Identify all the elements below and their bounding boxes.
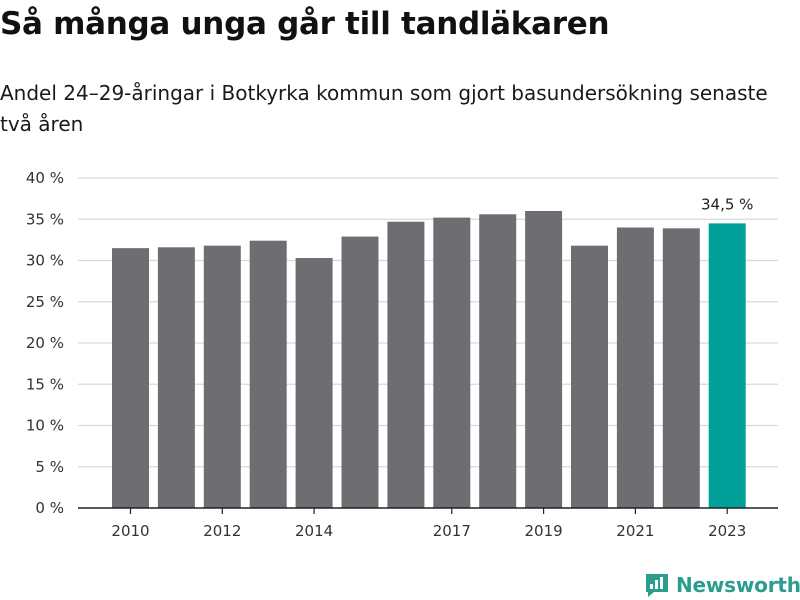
y-tick-label: 35 % [26, 210, 64, 228]
x-tick-label: 2019 [525, 522, 563, 540]
y-tick-label: 5 % [35, 458, 64, 476]
y-tick-label: 30 % [26, 252, 64, 270]
bar-2011 [157, 247, 195, 509]
bar-2019 [525, 211, 563, 508]
bar-2015 [341, 236, 379, 508]
bar-2022 [662, 228, 700, 508]
highlight-value-label: 34,5 % [701, 195, 753, 213]
x-tick-label: 2014 [295, 522, 333, 540]
x-tick-label: 2012 [203, 522, 241, 540]
x-tick-label: 2023 [708, 522, 746, 540]
y-tick-label: 20 % [26, 334, 64, 352]
logo-text: Newsworthy [676, 573, 800, 597]
y-tick-label: 40 % [26, 169, 64, 187]
x-tick-label: 2021 [616, 522, 654, 540]
chart-subtitle: Andel 24–29-åringar i Botkyrka kommun so… [0, 81, 768, 136]
bar-chart-icon [646, 574, 668, 597]
newsworthy-logo: Newsworthy [644, 570, 800, 600]
bar-2017 [433, 217, 471, 508]
bar-2012 [203, 245, 241, 508]
y-tick-label: 10 % [26, 417, 64, 435]
y-tick-label: 15 % [26, 375, 64, 393]
x-tick-label: 2010 [111, 522, 149, 540]
chart-title: Så många unga går till tandläkaren [0, 6, 610, 42]
bar-chart: 0 % 5 % 10 % 15 % 20 % 25 % 30 % 35 % 40 % 2010 2… [26, 169, 778, 540]
bar-2020 [571, 245, 608, 508]
bar-2016 [387, 221, 425, 508]
y-tick-label: 25 % [26, 293, 64, 311]
bar-2010 [112, 248, 149, 508]
bar-2014 [295, 258, 333, 508]
bar-2023 [708, 223, 746, 508]
bar-2018 [479, 214, 517, 509]
y-tick-label: 0 % [35, 499, 64, 517]
x-tick-label: 2017 [433, 522, 471, 540]
bar-2021 [616, 227, 654, 508]
bar-2013 [249, 240, 287, 508]
